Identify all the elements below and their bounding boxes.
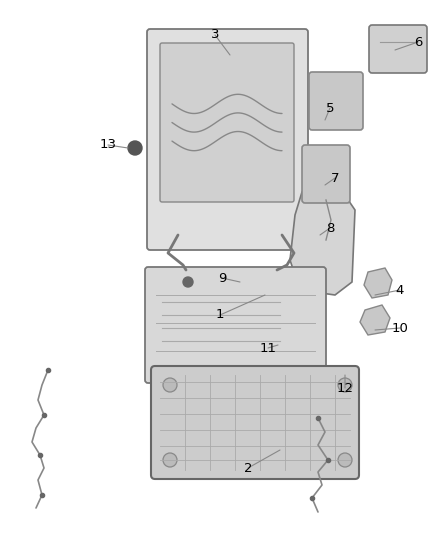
FancyBboxPatch shape <box>147 29 308 250</box>
Text: 8: 8 <box>326 222 334 235</box>
Text: 7: 7 <box>331 172 339 184</box>
FancyBboxPatch shape <box>145 267 326 383</box>
FancyBboxPatch shape <box>309 72 363 130</box>
Text: 1: 1 <box>216 309 224 321</box>
FancyBboxPatch shape <box>302 145 350 203</box>
Text: 11: 11 <box>259 342 276 354</box>
Text: 4: 4 <box>396 284 404 296</box>
Circle shape <box>338 453 352 467</box>
Text: 6: 6 <box>414 36 422 49</box>
Polygon shape <box>290 185 355 295</box>
FancyBboxPatch shape <box>160 43 294 202</box>
Polygon shape <box>364 268 392 298</box>
Circle shape <box>183 277 193 287</box>
Circle shape <box>338 378 352 392</box>
FancyBboxPatch shape <box>151 366 359 479</box>
Text: 13: 13 <box>99 139 117 151</box>
Polygon shape <box>360 305 390 335</box>
Circle shape <box>163 378 177 392</box>
Circle shape <box>128 141 142 155</box>
Text: 10: 10 <box>392 321 409 335</box>
Text: 9: 9 <box>218 271 226 285</box>
Text: 12: 12 <box>336 382 353 394</box>
FancyBboxPatch shape <box>369 25 427 73</box>
Text: 3: 3 <box>211 28 219 42</box>
Text: 2: 2 <box>244 462 252 474</box>
Circle shape <box>163 453 177 467</box>
Text: 5: 5 <box>326 101 334 115</box>
